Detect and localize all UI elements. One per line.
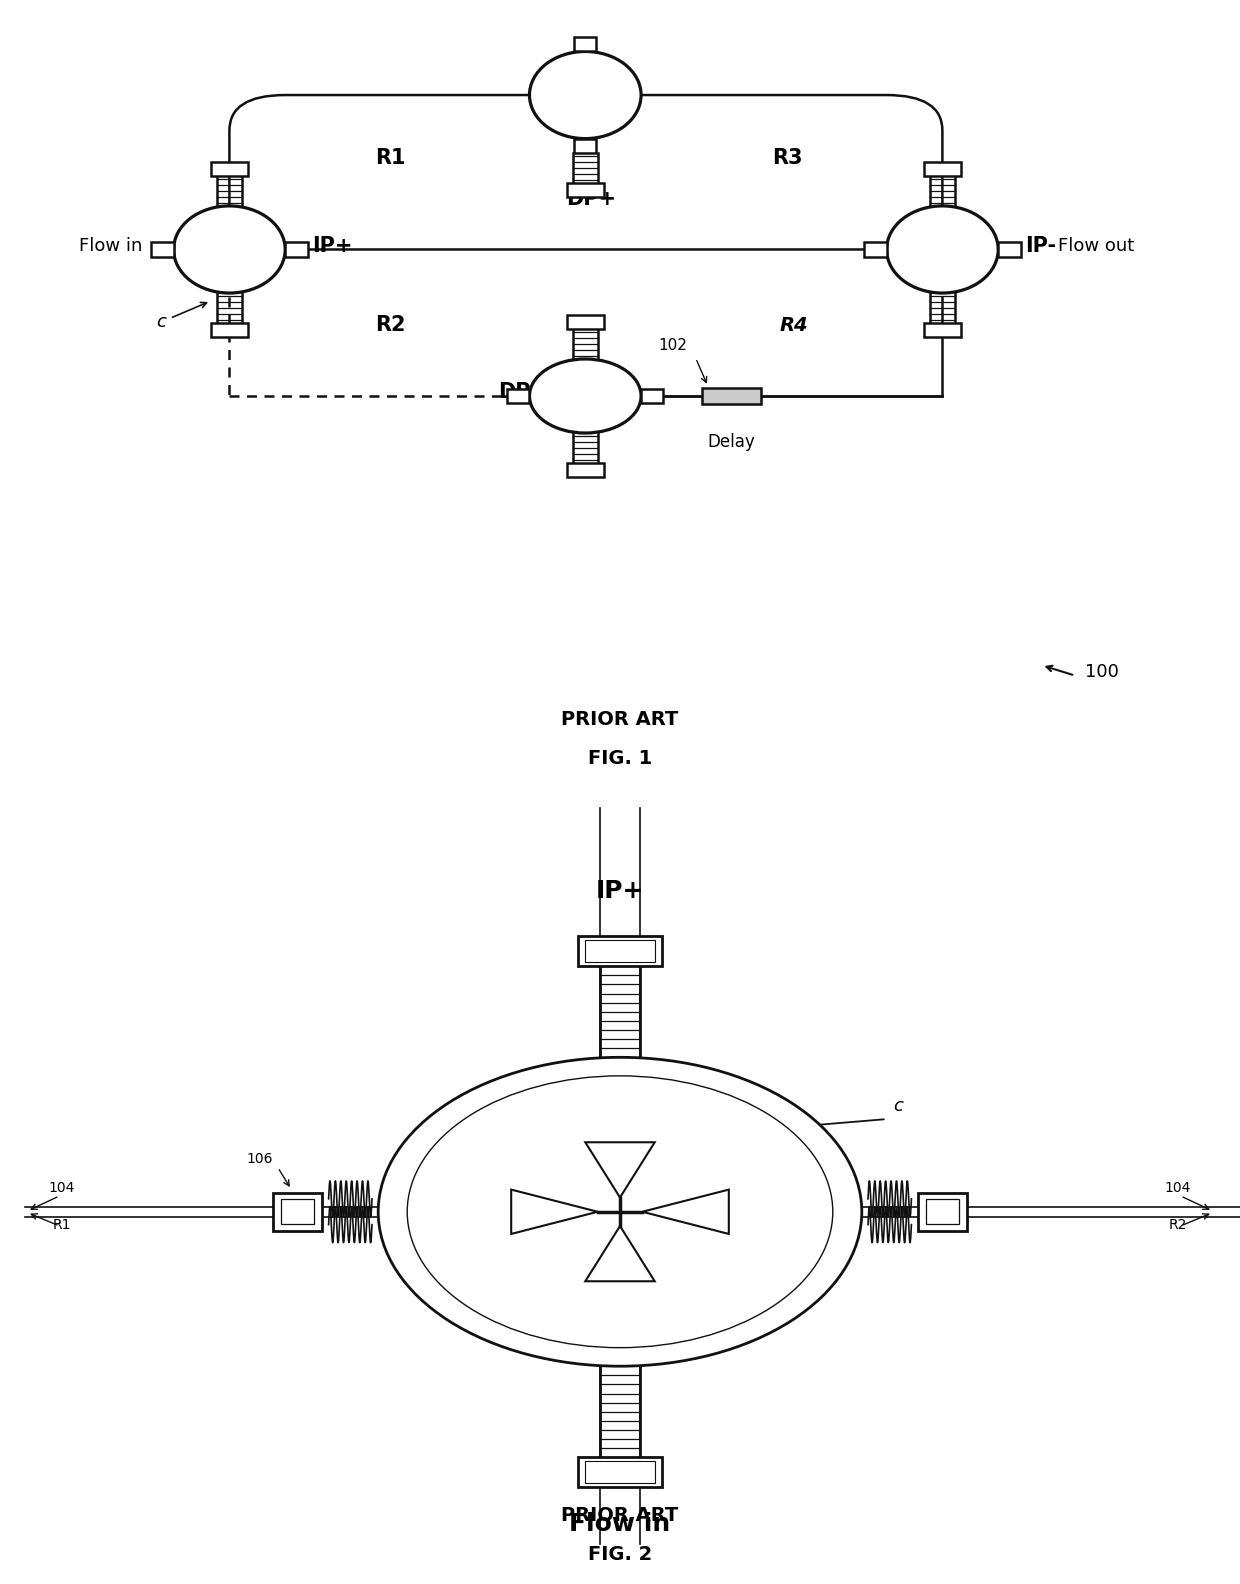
FancyBboxPatch shape: [574, 36, 596, 51]
Text: IP-: IP-: [1025, 236, 1056, 255]
FancyBboxPatch shape: [211, 162, 248, 176]
Text: DP+: DP+: [567, 188, 616, 209]
Text: R4: R4: [779, 315, 808, 334]
FancyBboxPatch shape: [567, 315, 604, 329]
Text: R1: R1: [53, 1218, 71, 1232]
Text: IP+: IP+: [595, 879, 645, 903]
FancyBboxPatch shape: [924, 162, 961, 176]
FancyBboxPatch shape: [924, 323, 961, 337]
FancyBboxPatch shape: [211, 323, 248, 337]
FancyBboxPatch shape: [574, 138, 596, 152]
Text: 100: 100: [1085, 664, 1118, 681]
Polygon shape: [585, 1142, 655, 1198]
Text: FIG. 1: FIG. 1: [588, 749, 652, 768]
Polygon shape: [585, 1226, 655, 1281]
Text: 104: 104: [1164, 1182, 1192, 1194]
Text: R2: R2: [376, 315, 405, 334]
FancyBboxPatch shape: [585, 1460, 655, 1483]
FancyBboxPatch shape: [281, 1199, 314, 1224]
Circle shape: [407, 1076, 833, 1348]
Text: PRIOR ART: PRIOR ART: [562, 710, 678, 729]
Text: Flow in: Flow in: [79, 236, 143, 255]
Text: c: c: [156, 314, 166, 331]
FancyBboxPatch shape: [151, 242, 174, 257]
FancyBboxPatch shape: [507, 388, 529, 402]
Text: 108: 108: [450, 1253, 476, 1266]
Text: Flow in: Flow in: [569, 1513, 671, 1536]
FancyBboxPatch shape: [585, 939, 655, 961]
Text: Flow out: Flow out: [1058, 236, 1133, 255]
FancyBboxPatch shape: [641, 388, 663, 402]
Text: DP-: DP-: [498, 382, 539, 402]
Polygon shape: [642, 1190, 729, 1234]
Text: c: c: [893, 1098, 903, 1115]
FancyBboxPatch shape: [285, 242, 308, 257]
FancyBboxPatch shape: [567, 463, 604, 477]
FancyBboxPatch shape: [918, 1193, 967, 1231]
Text: 102: 102: [658, 337, 687, 353]
Polygon shape: [511, 1190, 598, 1234]
Text: R3: R3: [773, 149, 802, 168]
Text: IP+: IP+: [312, 236, 353, 255]
Ellipse shape: [529, 360, 641, 432]
Text: 104: 104: [48, 1182, 76, 1194]
FancyBboxPatch shape: [702, 388, 761, 404]
FancyBboxPatch shape: [578, 1457, 662, 1487]
Text: FIG. 2: FIG. 2: [588, 1546, 652, 1565]
FancyBboxPatch shape: [578, 936, 662, 966]
FancyBboxPatch shape: [567, 184, 604, 196]
Text: 112: 112: [675, 1158, 702, 1171]
Text: R2: R2: [1169, 1218, 1187, 1232]
FancyBboxPatch shape: [998, 242, 1021, 257]
Text: 110: 110: [554, 1158, 582, 1171]
Ellipse shape: [887, 206, 998, 293]
Ellipse shape: [529, 51, 641, 138]
Ellipse shape: [174, 206, 285, 293]
Text: PRIOR ART: PRIOR ART: [562, 1506, 678, 1525]
Circle shape: [378, 1058, 862, 1365]
Text: Delay: Delay: [708, 434, 755, 451]
Text: 106: 106: [247, 1152, 273, 1166]
FancyBboxPatch shape: [273, 1193, 322, 1231]
FancyBboxPatch shape: [926, 1199, 959, 1224]
FancyBboxPatch shape: [864, 242, 887, 257]
Text: R1: R1: [376, 149, 405, 168]
